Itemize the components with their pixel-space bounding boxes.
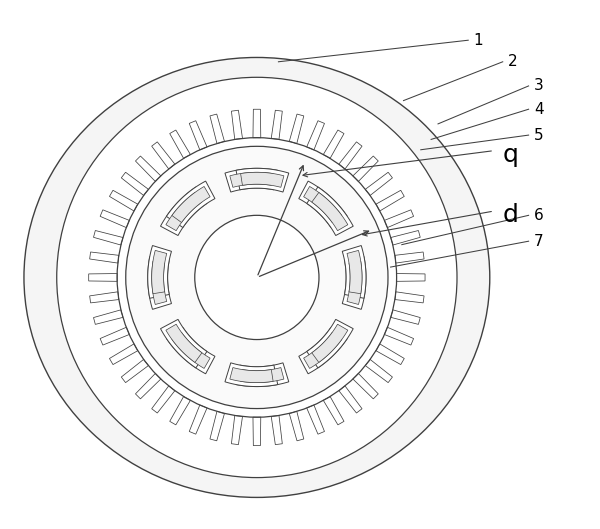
Polygon shape	[89, 273, 117, 281]
Polygon shape	[89, 252, 119, 263]
Polygon shape	[299, 327, 347, 374]
Polygon shape	[161, 187, 207, 235]
Polygon shape	[152, 386, 175, 413]
Polygon shape	[391, 310, 420, 324]
Polygon shape	[353, 156, 378, 181]
Polygon shape	[148, 257, 172, 309]
Polygon shape	[307, 405, 325, 434]
Text: d: d	[503, 203, 518, 227]
Polygon shape	[236, 363, 289, 387]
Polygon shape	[271, 415, 283, 445]
Polygon shape	[136, 373, 161, 399]
Polygon shape	[148, 245, 172, 298]
Polygon shape	[89, 292, 119, 303]
Polygon shape	[376, 190, 404, 211]
Polygon shape	[339, 386, 362, 413]
Polygon shape	[172, 332, 210, 368]
Polygon shape	[312, 193, 348, 231]
Polygon shape	[307, 121, 325, 150]
Polygon shape	[342, 257, 366, 309]
Text: 4: 4	[534, 102, 544, 117]
Polygon shape	[109, 190, 138, 211]
Polygon shape	[385, 327, 413, 345]
Polygon shape	[304, 332, 342, 368]
Polygon shape	[121, 172, 148, 196]
Polygon shape	[339, 142, 362, 169]
Polygon shape	[397, 273, 425, 281]
Polygon shape	[304, 186, 342, 223]
Text: 7: 7	[534, 234, 544, 249]
Circle shape	[126, 147, 388, 408]
Text: 6: 6	[534, 208, 544, 223]
Polygon shape	[365, 359, 392, 382]
Polygon shape	[299, 181, 347, 227]
Polygon shape	[189, 405, 207, 434]
Polygon shape	[253, 417, 261, 445]
Text: 1: 1	[473, 33, 483, 48]
Polygon shape	[109, 344, 138, 364]
Polygon shape	[166, 193, 202, 231]
Polygon shape	[385, 210, 413, 227]
Polygon shape	[307, 320, 353, 368]
Polygon shape	[376, 344, 404, 364]
Polygon shape	[170, 130, 190, 158]
Polygon shape	[323, 396, 344, 425]
Polygon shape	[210, 114, 224, 143]
Polygon shape	[289, 114, 304, 143]
Polygon shape	[365, 172, 392, 196]
Polygon shape	[342, 245, 366, 298]
Polygon shape	[232, 110, 242, 140]
Text: 3: 3	[534, 78, 544, 94]
Polygon shape	[166, 181, 215, 227]
Polygon shape	[312, 324, 348, 362]
Polygon shape	[121, 359, 148, 382]
Polygon shape	[353, 373, 378, 399]
Polygon shape	[236, 168, 289, 192]
Polygon shape	[100, 210, 129, 227]
Polygon shape	[161, 320, 207, 368]
Polygon shape	[395, 292, 424, 303]
Polygon shape	[166, 327, 215, 374]
Polygon shape	[225, 168, 278, 192]
Polygon shape	[347, 250, 362, 294]
Polygon shape	[289, 412, 304, 441]
Polygon shape	[152, 261, 167, 305]
Text: q: q	[503, 143, 518, 167]
Ellipse shape	[24, 58, 490, 497]
Polygon shape	[166, 324, 202, 362]
Polygon shape	[152, 250, 167, 294]
Polygon shape	[347, 261, 362, 305]
Polygon shape	[189, 121, 207, 150]
Polygon shape	[136, 156, 161, 181]
Polygon shape	[271, 110, 283, 140]
Polygon shape	[94, 310, 123, 324]
Polygon shape	[230, 368, 273, 382]
Text: 5: 5	[534, 127, 544, 143]
Polygon shape	[232, 415, 242, 445]
Polygon shape	[172, 186, 210, 223]
Circle shape	[57, 77, 457, 478]
Polygon shape	[152, 142, 175, 169]
Polygon shape	[170, 396, 190, 425]
Polygon shape	[391, 231, 420, 245]
Polygon shape	[100, 327, 129, 345]
Polygon shape	[323, 130, 344, 158]
Text: 2: 2	[508, 54, 518, 69]
Polygon shape	[395, 252, 424, 263]
Polygon shape	[210, 412, 224, 441]
Polygon shape	[241, 172, 284, 187]
Polygon shape	[225, 363, 278, 387]
Polygon shape	[307, 187, 353, 235]
Polygon shape	[230, 172, 273, 187]
Polygon shape	[94, 231, 123, 245]
Polygon shape	[253, 110, 261, 138]
Polygon shape	[241, 368, 284, 382]
Circle shape	[195, 215, 319, 340]
